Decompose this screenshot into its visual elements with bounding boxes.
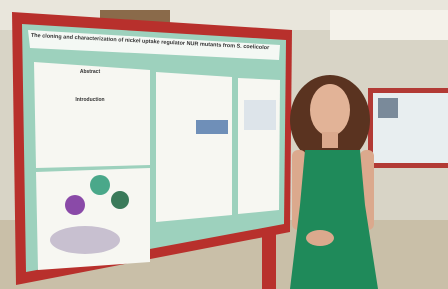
graph xyxy=(244,100,276,130)
table xyxy=(196,120,228,134)
section-heading: Abstract xyxy=(80,69,101,75)
protein-blob xyxy=(50,226,120,254)
hands xyxy=(306,230,334,246)
page: The cloning and characterization of nick… xyxy=(0,0,448,289)
neck xyxy=(322,132,338,148)
right-poster-figure xyxy=(378,98,398,118)
column xyxy=(238,78,280,214)
column xyxy=(156,72,232,222)
face xyxy=(310,84,350,136)
protein-blob xyxy=(111,191,129,209)
column xyxy=(34,62,150,168)
protein-blob xyxy=(90,175,110,195)
board-leg xyxy=(262,228,276,289)
light xyxy=(330,10,448,40)
photo: The cloning and characterization of nick… xyxy=(0,0,448,289)
protein-blob xyxy=(65,195,85,215)
section-heading: Introduction xyxy=(75,97,104,103)
